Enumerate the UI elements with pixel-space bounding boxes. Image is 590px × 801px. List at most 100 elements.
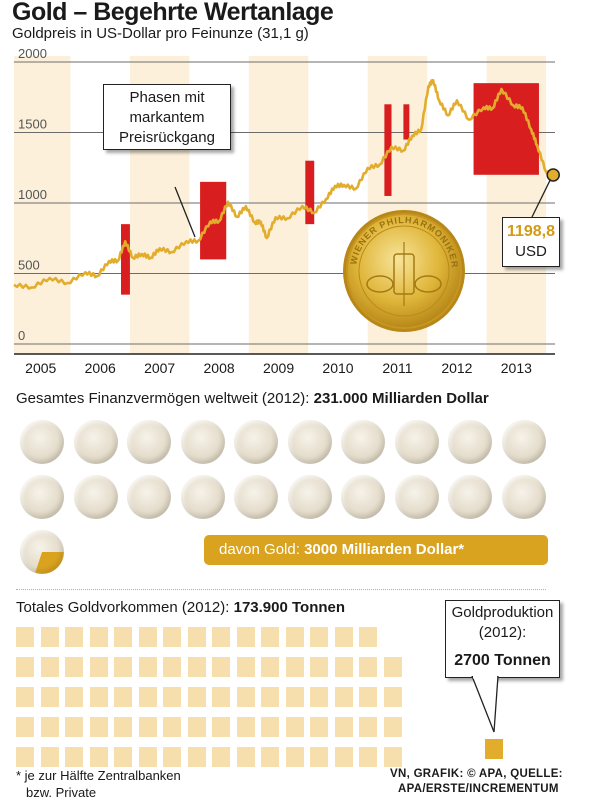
financial-asset-coin bbox=[394, 420, 439, 464]
y-tick-label: 2000 bbox=[18, 46, 47, 61]
decline-phase-3 bbox=[305, 160, 315, 225]
gold-stock-square bbox=[187, 657, 206, 677]
x-tick-label: 2005 bbox=[25, 360, 56, 374]
gold-stock-square bbox=[65, 657, 83, 677]
gold-stock-square bbox=[334, 657, 353, 677]
gold-stock-square bbox=[114, 627, 132, 647]
gold-stock-square bbox=[163, 747, 181, 767]
latest-price-marker bbox=[546, 168, 560, 182]
gold-stock-square bbox=[40, 717, 59, 737]
gold-stock-square bbox=[65, 627, 83, 647]
x-tick-label: 2007 bbox=[144, 360, 175, 374]
production-pointer bbox=[471, 676, 499, 733]
latest-price-unit: USD bbox=[515, 243, 547, 260]
gold-stock-square bbox=[187, 747, 206, 767]
gold-stock-square bbox=[212, 747, 230, 767]
x-tick-label: 2009 bbox=[263, 360, 294, 374]
gold-stock-square bbox=[163, 687, 181, 707]
financial-asset-coin bbox=[20, 475, 64, 519]
gold-stock-square bbox=[65, 747, 83, 767]
gold-stock-square bbox=[65, 717, 83, 737]
gold-price-chart: 0 500 1000 1500 2000 WIENER PHILHARMONIKER 2… bbox=[13, 46, 560, 374]
gold-stock-square bbox=[236, 747, 255, 767]
y-tick-label: 0 bbox=[18, 328, 25, 343]
gold-stock-square bbox=[261, 717, 279, 737]
gold-stock-square bbox=[334, 717, 353, 737]
gold-stock-square bbox=[163, 717, 181, 737]
latest-price-callout: 1198,8 USD bbox=[502, 217, 560, 267]
gold-stock-square bbox=[383, 747, 402, 767]
gold-stock-square bbox=[310, 687, 328, 707]
decline-label-line-2: markantem bbox=[129, 109, 205, 126]
x-tick-label: 2012 bbox=[441, 360, 472, 374]
decline-phase-1 bbox=[121, 224, 130, 295]
x-tick-label: 2008 bbox=[204, 360, 235, 374]
financial-asset-coin bbox=[73, 475, 118, 519]
phase-callout-pointer bbox=[174, 186, 196, 238]
gold-stock-square bbox=[383, 657, 402, 677]
gold-price-line bbox=[13, 78, 555, 290]
gold-stock-total: 173.900 Tonnen bbox=[233, 599, 346, 616]
gold-stock-square bbox=[212, 627, 230, 647]
gold-stock-square bbox=[16, 717, 34, 737]
footnote: * je zur Hälfte Zentralbanken bzw. Priva… bbox=[16, 767, 181, 801]
gold-share-label: davon Gold: 3000 Milliarden Dollar* bbox=[204, 535, 548, 565]
gold-stock-square bbox=[187, 717, 206, 737]
gold-stock-square bbox=[40, 627, 59, 647]
gold-stock-square bbox=[40, 687, 59, 707]
latest-price-value: 1198,8 bbox=[506, 223, 556, 240]
gold-stock-square bbox=[383, 687, 402, 707]
financial-asset-coin bbox=[127, 475, 171, 519]
credit-line-2: APA/ERSTE/INCREMENTUM bbox=[398, 783, 559, 795]
gold-stock-square bbox=[285, 717, 304, 737]
gold-stock-square bbox=[163, 627, 181, 647]
gold-stock-square bbox=[261, 687, 279, 707]
gold-share-value: 3000 Milliarden Dollar* bbox=[304, 541, 465, 558]
footnote-line-1: * je zur Hälfte Zentralbanken bbox=[16, 768, 181, 783]
gold-stock-square bbox=[261, 627, 279, 647]
financial-asset-coin bbox=[73, 420, 118, 464]
gold-stock-square bbox=[16, 687, 34, 707]
gold-stock-square bbox=[285, 627, 304, 647]
financial-asset-coin bbox=[448, 420, 492, 464]
gold-stock-square bbox=[212, 687, 230, 707]
gold-stock-square bbox=[138, 627, 157, 647]
gold-stock-square bbox=[236, 657, 255, 677]
gold-stock-square bbox=[383, 717, 402, 737]
gold-stock-square bbox=[89, 747, 108, 767]
gold-stock-square bbox=[89, 627, 108, 647]
gold-stock-square bbox=[212, 717, 230, 737]
gold-stock-square bbox=[89, 717, 108, 737]
gold-stock-square bbox=[114, 747, 132, 767]
gold-stock-square bbox=[334, 747, 353, 767]
gold-stock-square bbox=[89, 657, 108, 677]
section-divider bbox=[16, 589, 546, 590]
gold-stock-square bbox=[163, 657, 181, 677]
x-tick-label: 2006 bbox=[85, 360, 116, 374]
gold-stock-square bbox=[310, 657, 328, 677]
gold-share-prefix: davon Gold: bbox=[219, 541, 300, 558]
gold-stock-square bbox=[114, 717, 132, 737]
gold-stock-square bbox=[236, 717, 255, 737]
credit-line-1: VN, GRAFIK: © APA, QUELLE: bbox=[390, 768, 563, 780]
financial-asset-coin bbox=[394, 475, 439, 519]
gold-stock-square bbox=[187, 687, 206, 707]
gold-stock-square bbox=[16, 657, 34, 677]
gold-stock-square bbox=[40, 747, 59, 767]
financial-assets-heading: Gesamtes Finanzvermögen weltweit (2012):… bbox=[16, 390, 489, 407]
page-title: Gold – Begehrte Wertanlage bbox=[12, 0, 334, 26]
year-band-2005 bbox=[14, 56, 71, 354]
gold-stock-square bbox=[236, 687, 255, 707]
y-tick-label: 1000 bbox=[18, 187, 47, 202]
gold-stock-square bbox=[359, 687, 377, 707]
gold-stock-square bbox=[89, 687, 108, 707]
financial-asset-coin bbox=[127, 420, 171, 464]
financial-asset-coin bbox=[180, 420, 225, 464]
gold-stock-heading-text: Totales Goldvorkommen (2012): bbox=[16, 599, 230, 616]
y-tick-label: 1500 bbox=[18, 117, 47, 132]
y-tick-label: 500 bbox=[18, 258, 40, 273]
gold-stock-square bbox=[138, 747, 157, 767]
gold-stock-square bbox=[16, 627, 34, 647]
gold-stock-square bbox=[138, 717, 157, 737]
decline-label-line-3: Preisrückgang bbox=[119, 129, 215, 146]
